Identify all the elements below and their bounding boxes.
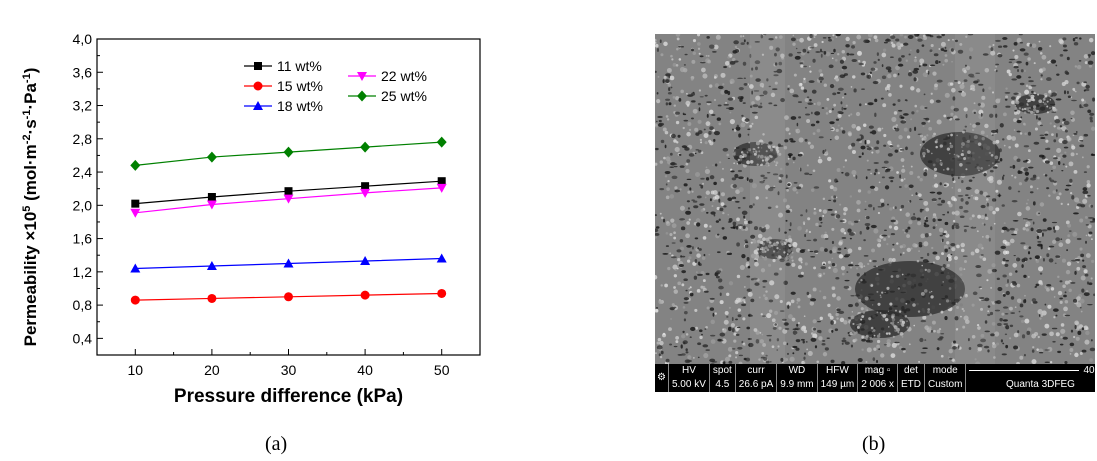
data-point [437,177,446,186]
data-point [130,208,141,218]
data-point [360,290,370,300]
y-axis-label: Permeability ×105 (mol·m-2·s-1·Pa-1) [21,68,40,347]
sem-scale-bar: 40 µm [965,364,1095,378]
data-point [130,295,140,305]
x-tick-label: 40 [357,362,373,378]
legend-label: 25 wt% [381,88,427,104]
data-point [360,188,371,198]
y-tick-label: 0,4 [73,330,93,346]
sem-label-curr: curr [734,364,777,378]
sem-logo-icon: ⚙ [657,372,666,383]
sem-value-mag: 2 006 x [857,378,898,392]
y-axis-label-part: Permeability ×10 [21,212,40,347]
sem-label-hv: HV [667,364,710,378]
sem-label-mode: mode [923,364,966,378]
sem-value-hfw: 149 µm [816,378,858,392]
sem-value-spot: 4.5 [708,378,736,392]
panel-label-b: (b) [862,433,886,455]
sem-surface-image [655,34,1095,364]
data-point [130,159,141,171]
data-point [436,136,447,148]
y-axis-label-part: ) [21,68,40,74]
x-tick-label: 30 [281,362,297,378]
data-point [361,182,370,191]
y-axis-label-part: 5 [21,206,33,212]
y-axis-label-part: (mol·m [21,144,40,205]
sem-value-instrument: Quanta 3DFEG [965,378,1095,392]
y-axis-label-part: -2 [21,134,33,144]
sem-micrograph: ⚙ HV spot curr WD HFW mag ▫ det mode 40 … [655,34,1095,392]
data-point [130,263,141,273]
y-axis-label-part: ·s [21,119,40,134]
sem-value-det: ETD [897,378,925,392]
legend-marker [357,90,367,102]
legend-label: 15 wt% [277,78,323,94]
data-point [207,293,217,303]
y-tick-label: 2,4 [73,164,93,180]
legend-label: 11 wt% [277,58,322,74]
data-point [436,253,447,263]
data-point [283,194,294,204]
panel-label-a: (a) [265,433,288,455]
y-axis-label-part: -1 [21,73,33,83]
data-point [131,199,140,208]
data-point [284,292,293,302]
sem-label-wd: WD [776,364,818,378]
data-point [206,151,217,163]
legend-marker [254,62,262,70]
y-tick-label: 3,2 [73,98,93,114]
sem-label-det: det [897,364,925,378]
y-tick-label: 2,0 [73,197,93,213]
y-axis-label-part: -1 [21,110,33,120]
legend-marker [357,72,367,81]
data-point [207,193,216,201]
data-point [437,288,447,298]
data-point [206,200,217,210]
data-point [436,183,447,193]
x-axis-label: Pressure difference (kPa) [174,386,403,407]
y-tick-label: 0,8 [73,297,93,313]
y-tick-label: 3,6 [73,64,93,80]
legend-label: 18 wt% [277,98,323,114]
y-tick-label: 1,6 [73,231,93,247]
x-tick-label: 50 [434,362,450,378]
y-tick-label: 4,0 [73,31,93,47]
data-point [206,261,217,271]
data-point [283,258,294,268]
sem-value-wd: 9.9 mm [776,378,818,392]
legend-marker [253,101,263,110]
sem-label-mag: mag ▫ [857,364,898,378]
data-point [360,141,371,153]
y-tick-label: 1,2 [73,264,93,280]
data-point [360,256,371,266]
x-tick-label: 10 [128,362,144,378]
sem-label-hfw: HFW [816,364,858,378]
legend-marker [253,81,263,91]
sem-value-curr: 26.6 pA [734,378,777,392]
sem-value-mode: Custom [923,378,966,392]
sem-value-hv: 5.00 kV [667,378,710,392]
sem-scale-label: 40 µm [1083,365,1095,376]
sem-label-spot: spot [708,364,736,378]
y-axis-label-part: ·Pa [21,83,40,110]
permeability-chart: 10 20 30 40 50 0,4 0,8 1,2 1,6 2,0 2,4 2,8 3,2 3,6 4,0… [21,31,481,407]
legend-label: 22 wt% [381,68,427,84]
x-tick-label: 20 [204,362,220,378]
sem-info-bar: ⚙ HV spot curr WD HFW mag ▫ det mode 40 … [655,364,1095,392]
data-point [284,187,293,196]
data-point [283,146,294,158]
y-tick-label: 2,8 [73,131,93,147]
